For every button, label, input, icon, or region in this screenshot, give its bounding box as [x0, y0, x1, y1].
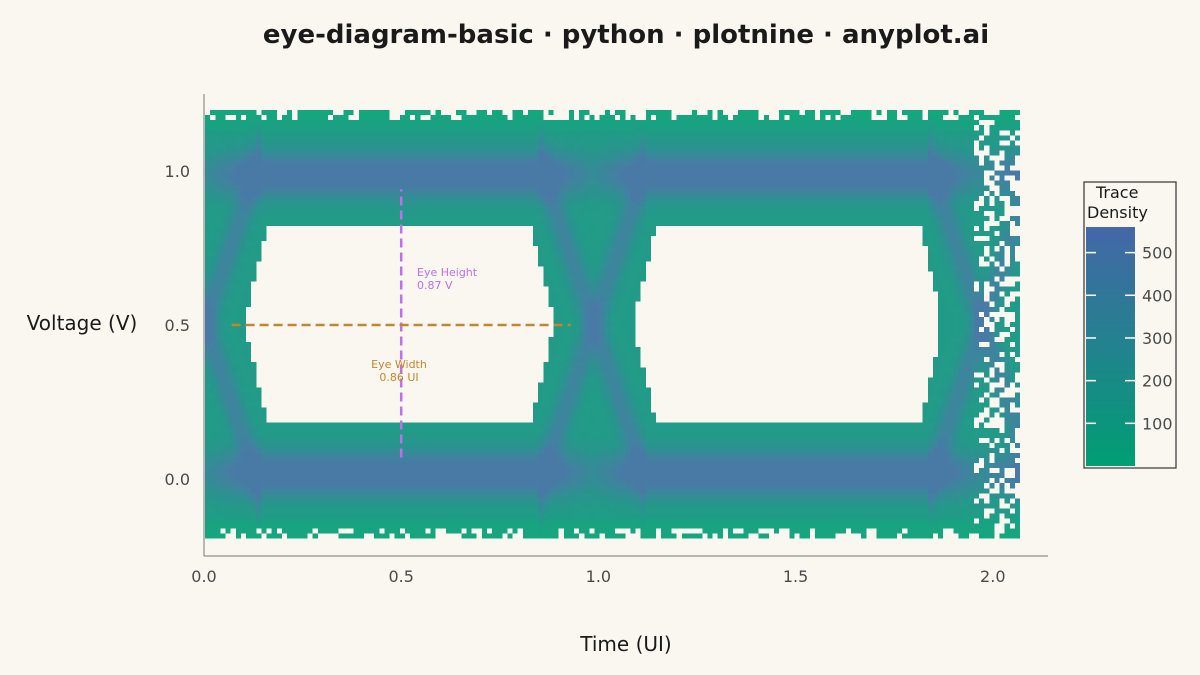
- x-axis-ticks: 0.0 0.5 1.0 1.5 2.0: [191, 567, 1005, 586]
- chart-title: eye-diagram-basic · python · plotnine · …: [263, 20, 989, 50]
- legend-tick-label: 400: [1142, 286, 1173, 305]
- y-axis-label: Voltage (V): [27, 311, 138, 335]
- y-axis-ticks: 0.0 0.5 1.0: [165, 162, 190, 489]
- legend-tick-label: 500: [1142, 244, 1173, 263]
- x-tick-label: 1.0: [586, 567, 611, 586]
- y-tick-label: 0.5: [165, 316, 190, 335]
- eye-width-label: Eye Width: [371, 358, 427, 371]
- legend-title-line2: Density: [1087, 203, 1148, 222]
- eye-height-label: Eye Height: [417, 266, 478, 279]
- x-tick-label: 0.5: [388, 567, 413, 586]
- legend-tick-label: 200: [1142, 372, 1173, 391]
- legend: Trace Density 100 200 300 400 500: [1083, 181, 1177, 469]
- legend-title-line1: Trace: [1095, 183, 1138, 202]
- x-tick-label: 0.0: [191, 567, 216, 586]
- legend-colorbar: [1086, 227, 1135, 466]
- y-tick-label: 0.0: [165, 470, 190, 489]
- eye-width-value: 0.86 UI: [379, 371, 418, 384]
- y-tick-label: 1.0: [165, 162, 190, 181]
- legend-tick-label: 300: [1142, 329, 1173, 348]
- legend-ticks: 100 200 300 400 500: [1086, 244, 1173, 433]
- x-tick-label: 1.5: [783, 567, 808, 586]
- x-axis-label: Time (UI): [579, 632, 671, 656]
- legend-tick-label: 100: [1142, 414, 1173, 433]
- eye-height-value: 0.87 V: [417, 279, 453, 292]
- x-tick-label: 2.0: [980, 567, 1005, 586]
